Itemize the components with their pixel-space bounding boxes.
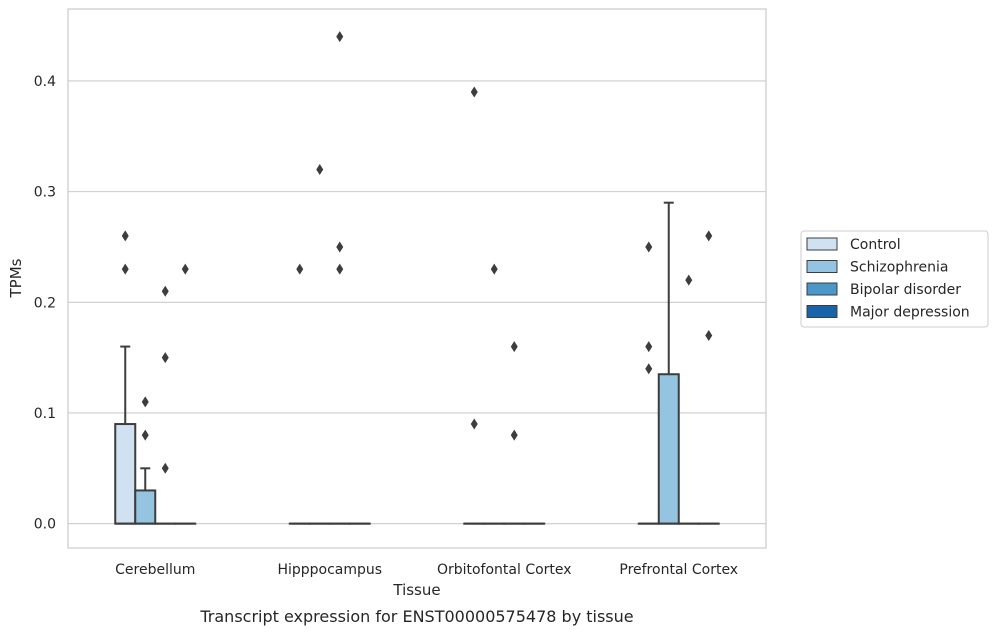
- x-tick-labels: Cerebellum Hipppocampus Orbitofontal Corte…: [115, 562, 738, 578]
- x-axis-label: Tissue: [392, 581, 440, 599]
- outlier-point: [141, 396, 149, 408]
- box-0-2: [154, 285, 177, 525]
- plot-frame: [67, 8, 767, 549]
- box-0-0: [114, 230, 137, 525]
- box-body: [114, 423, 137, 525]
- box-3-1: [657, 201, 680, 525]
- box-0-1: [134, 396, 157, 525]
- x-tick-label: Orbitofontal Cortex: [437, 562, 572, 578]
- outlier-point: [685, 274, 693, 286]
- box-1-2: [328, 31, 351, 525]
- x-tick-label: Cerebellum: [115, 562, 195, 578]
- outlier-point: [336, 31, 344, 43]
- outlier-point: [181, 263, 189, 275]
- y-tick-label: 0.4: [34, 74, 56, 90]
- outlier-point: [161, 285, 169, 297]
- legend-swatch: [806, 305, 838, 318]
- y-tick-labels: 0.0 0.1 0.2 0.3 0.4: [34, 74, 56, 533]
- x-tick-label: Prefrontal Cortex: [619, 562, 738, 578]
- outlier-point: [645, 363, 653, 375]
- legend-label: Control: [850, 237, 901, 253]
- outlier-point: [705, 329, 713, 341]
- y-tick-label: 0.1: [34, 406, 56, 422]
- y-tick-label: 0.0: [34, 517, 56, 533]
- box-3-3: [697, 230, 720, 525]
- outlier-point: [316, 163, 324, 175]
- outlier-point: [645, 341, 653, 353]
- chart-caption: Transcript expression for ENST0000057547…: [199, 607, 633, 626]
- outlier-point: [470, 418, 478, 430]
- y-tick-label: 0.3: [34, 185, 56, 201]
- outlier-point: [161, 352, 169, 364]
- box-1-1: [308, 163, 331, 525]
- box-0-3: [174, 263, 197, 525]
- outlier-point: [336, 263, 344, 275]
- outlier-point: [121, 263, 129, 275]
- box-2-2: [503, 341, 526, 525]
- outlier-point: [141, 429, 149, 441]
- box-3-0: [637, 241, 660, 525]
- outlier-point: [510, 429, 518, 441]
- box-body: [134, 489, 157, 525]
- legend-frame: [800, 230, 989, 328]
- box-2-0: [463, 86, 486, 525]
- y-axis-label: TPMs: [7, 258, 25, 298]
- legend-swatch: [806, 260, 838, 273]
- outlier-point: [470, 86, 478, 98]
- box-3-2: [677, 274, 700, 525]
- outlier-point: [645, 241, 653, 253]
- outlier-point: [510, 341, 518, 353]
- legend-label: Bipolar disorder: [850, 282, 961, 298]
- x-tick-label: Hipppocampus: [277, 562, 382, 578]
- outlier-point: [490, 263, 498, 275]
- outlier-point: [336, 241, 344, 253]
- box-layer: [114, 31, 720, 525]
- legend-label: Schizophrenia: [850, 260, 948, 276]
- y-tick-label: 0.2: [34, 295, 56, 311]
- outlier-point: [705, 230, 713, 242]
- legend-swatch: [806, 237, 838, 251]
- legend-swatch: [806, 282, 838, 296]
- outlier-point: [296, 263, 304, 275]
- outlier-point: [161, 462, 169, 474]
- legend: Control Schizophrenia Bipolar disorder Majo…: [800, 230, 989, 328]
- box-body: [657, 373, 680, 525]
- legend-label: Major depression: [850, 305, 970, 321]
- outlier-point: [121, 230, 129, 242]
